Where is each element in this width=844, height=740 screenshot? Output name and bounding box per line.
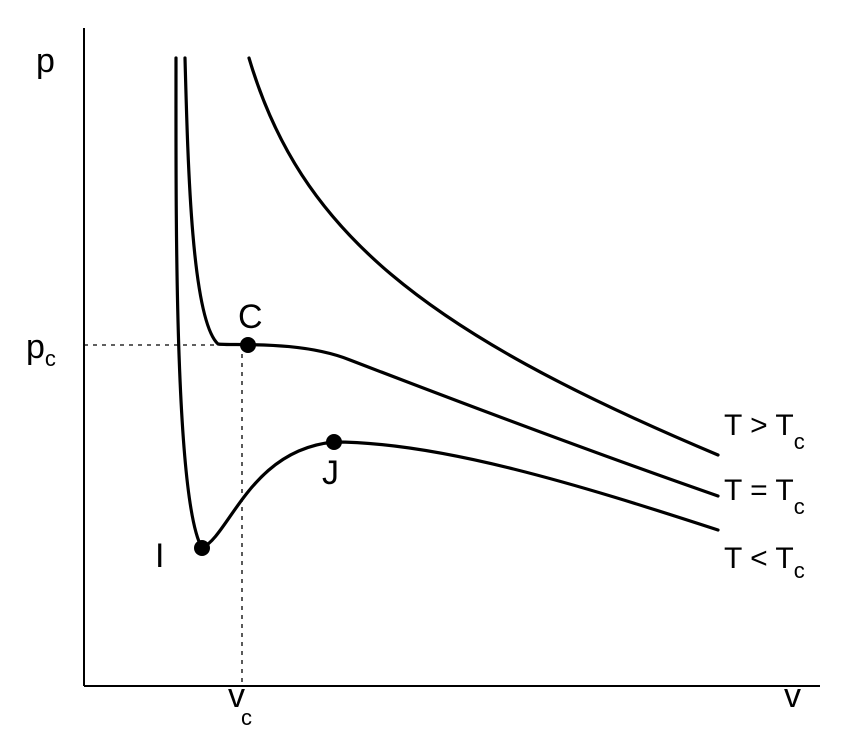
isotherm-above-critical [247,56,720,457]
curve-label-above-sub: c [794,429,805,454]
curve-label-critical-sub: c [794,494,805,519]
isotherms [174,56,720,550]
minimum-point-marker [194,540,210,556]
x-axis-label: v [784,677,801,715]
maximum-point-label: J [322,454,339,492]
y-axis-label: p [36,42,55,80]
pc-label-main: p [26,328,45,366]
isotherm-below-critical [174,56,720,550]
special-points [194,337,342,556]
isotherm-critical [183,56,720,498]
axes [83,28,820,687]
minimum-point-label: I [155,537,164,575]
curve-label-above: T > Tc [724,409,805,454]
curve-label-below: T < Tc [724,542,805,583]
curve-label-critical: T = Tc [724,474,805,519]
vc-label-sub: c [241,705,252,730]
curve-label-critical-main: T = T [724,474,794,507]
critical-point-label: C [238,298,263,336]
curve-label-above-main: T > T [724,409,794,442]
critical-guides [84,344,248,686]
pc-label: pc [26,328,56,371]
critical-point-marker [240,337,256,353]
pc-label-sub: c [45,346,56,371]
curve-label-below-sub: c [794,558,805,583]
maximum-point-marker [326,434,342,450]
curve-label-below-main: T < T [724,542,794,575]
vc-label-main: v [228,677,245,715]
